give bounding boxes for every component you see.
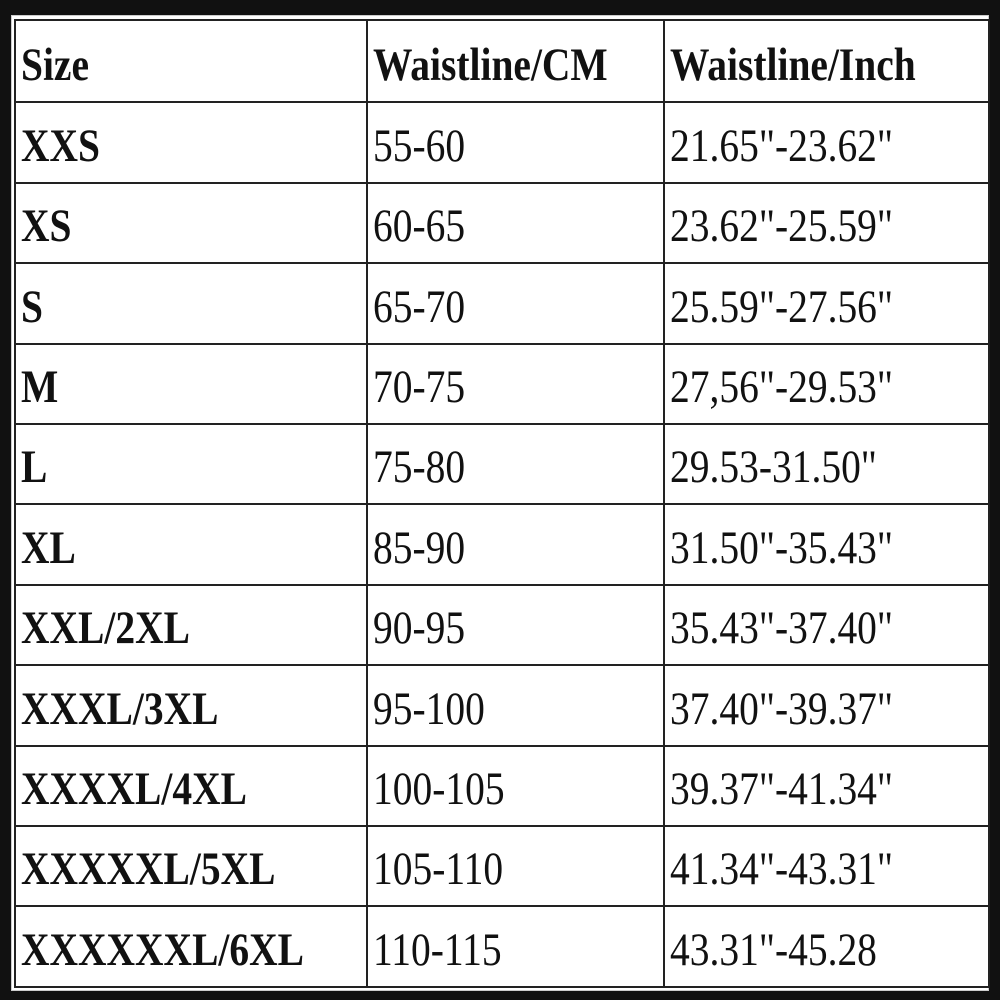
waistline-cm-cell: 55-60: [366, 101, 665, 184]
waistline-inch-cell: 41.34"-43.31": [663, 825, 990, 908]
table-row: XXXXL/4XL 100-105 39.37"-41.34": [14, 744, 990, 828]
table-row: XL 85-90 31.50"-35.43": [14, 503, 990, 586]
waistline-cm-cell: 100-105: [366, 744, 665, 828]
waistline-inch-cell: 29.53-31.50": [663, 423, 990, 506]
table-row: XXS 55-60 21.65"-23.62": [14, 101, 990, 184]
table-row: S 65-70 25.59"-27.56": [14, 262, 990, 345]
header-size: Size: [14, 18, 368, 104]
waistline-cm-cell: 70-75: [366, 342, 665, 426]
waistline-cm-cell: 110-115: [366, 905, 665, 988]
size-cell: XL: [14, 503, 368, 586]
size-cell: XXXL/3XL: [14, 664, 368, 747]
table-row: M 70-75 27,56"-29.53": [14, 342, 990, 426]
waistline-inch-cell: 21.65"-23.62": [663, 101, 990, 184]
size-cell: S: [14, 262, 368, 345]
table-row: XXL/2XL 90-95 35.43"-37.40": [14, 583, 990, 667]
size-cell: XXXXXL/5XL: [14, 825, 368, 908]
table-row: L 75-80 29.53-31.50": [14, 423, 990, 506]
waistline-inch-cell: 23.62"-25.59": [663, 181, 990, 265]
waistline-cm-cell: 75-80: [366, 423, 665, 506]
waistline-cm-cell: 95-100: [366, 664, 665, 747]
waistline-inch-cell: 43.31"-45.28: [663, 905, 990, 988]
size-cell: XXL/2XL: [14, 583, 368, 667]
waistline-inch-cell: 39.37"-41.34": [663, 744, 990, 828]
waistline-inch-cell: 25.59"-27.56": [663, 262, 990, 345]
table-row: XXXL/3XL 95-100 37.40"-39.37": [14, 664, 990, 747]
waistline-cm-cell: 85-90: [366, 503, 665, 586]
size-cell: XXXXL/4XL: [14, 744, 368, 828]
waistline-inch-cell: 31.50"-35.43": [663, 503, 990, 586]
waistline-inch-cell: 37.40"-39.37": [663, 664, 990, 747]
waistline-cm-cell: 60-65: [366, 181, 665, 265]
table-row: XXXXXXL/6XL 110-115 43.31"-45.28: [14, 905, 990, 988]
waistline-inch-cell: 27,56"-29.53": [663, 342, 990, 426]
header-row: Size Waistline/CM Waistline/Inch: [14, 18, 990, 104]
waistline-inch-cell: 35.43"-37.40": [663, 583, 990, 667]
waistline-cm-cell: 105-110: [366, 825, 665, 908]
size-cell: XXS: [14, 101, 368, 184]
size-cell: L: [14, 423, 368, 506]
size-cell: M: [14, 342, 368, 426]
table-row: XXXXXL/5XL 105-110 41.34"-43.31": [14, 825, 990, 908]
size-cell: XS: [14, 181, 368, 265]
size-cell: XXXXXXL/6XL: [14, 905, 368, 988]
header-waistline-inch: Waistline/Inch: [663, 18, 990, 104]
size-chart-table: Size Waistline/CM Waistline/Inch XXS 55-6…: [14, 18, 990, 988]
waistline-cm-cell: 65-70: [366, 262, 665, 345]
table-row: XS 60-65 23.62"-25.59": [14, 181, 990, 265]
header-waistline-cm: Waistline/CM: [366, 18, 665, 104]
waistline-cm-cell: 90-95: [366, 583, 665, 667]
